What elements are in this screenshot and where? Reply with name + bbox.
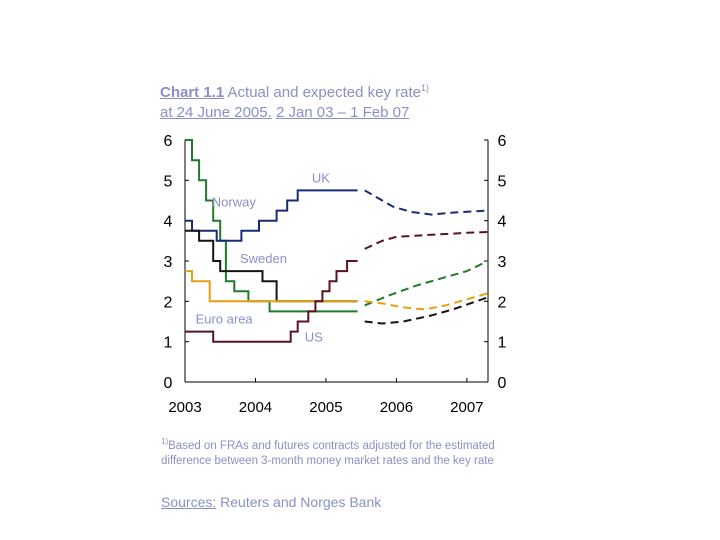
y-tick-label-left: 6 <box>164 133 173 150</box>
series-label-norway: Norway <box>212 195 257 210</box>
footnote-marker: 1) <box>161 437 169 446</box>
chart-title-line1: Actual and expected key rate <box>224 84 421 101</box>
y-tick-label-right: 5 <box>498 173 507 190</box>
series-label-us: US <box>305 330 323 345</box>
series-label-sweden: Sweden <box>240 251 287 266</box>
chart-title: Chart 1.1 Actual and expected key rate1)… <box>160 78 500 123</box>
series-euro-area-actual-line <box>185 270 358 303</box>
series-us-actual-line <box>185 260 358 343</box>
series-label-uk: UK <box>312 170 330 185</box>
sources: Sources: Reuters and Norges Bank <box>161 494 381 510</box>
chart-title-date: at 24 June 2005. <box>160 104 272 121</box>
series-us-expected-line <box>364 231 489 250</box>
series-label-euro-area: Euro area <box>196 312 254 327</box>
y-tick-label-right: 3 <box>498 254 507 271</box>
y-tick-label-left: 1 <box>164 335 173 352</box>
series-sweden-actual-line <box>185 229 358 303</box>
x-tick-label: 2006 <box>380 399 413 416</box>
sources-text: Reuters and Norges Bank <box>216 494 382 510</box>
footnote: 1)Based on FRAs and futures contracts ad… <box>161 434 501 469</box>
series-uk-actual-line <box>185 189 358 242</box>
series-sweden-expected-line <box>364 296 489 325</box>
y-tick-label-right: 2 <box>498 294 507 311</box>
y-tick-label-left: 4 <box>164 214 173 231</box>
series-norway-actual-line <box>185 139 358 313</box>
footnote-text: Based on FRAs and futures contracts adju… <box>161 439 495 467</box>
y-tick-label-right: 6 <box>498 133 507 150</box>
x-tick-label: 2005 <box>309 399 342 416</box>
y-tick-label-right: 1 <box>498 335 507 352</box>
y-tick-label-right: 0 <box>498 375 507 392</box>
chart-title-footnote-marker: 1) <box>421 83 430 93</box>
y-tick-label-left: 5 <box>164 173 173 190</box>
series-euro-area-expected-line <box>364 292 489 311</box>
y-tick-label-left: 3 <box>164 254 173 271</box>
series-uk-expected-line <box>364 189 489 216</box>
y-tick-label-right: 4 <box>498 214 507 231</box>
x-tick-label: 2007 <box>450 399 483 416</box>
x-tick-label: 2004 <box>239 399 272 416</box>
chart-title-range: 2 Jan 03 – 1 Feb 07 <box>275 104 410 121</box>
sources-label: Sources: <box>161 494 217 510</box>
series-norway-expected-line <box>364 260 489 307</box>
x-tick-label: 2003 <box>168 399 201 416</box>
y-tick-label-left: 2 <box>164 294 173 311</box>
chart-title-prefix: Chart 1.1 <box>160 84 225 101</box>
y-tick-label-left: 0 <box>164 375 173 392</box>
